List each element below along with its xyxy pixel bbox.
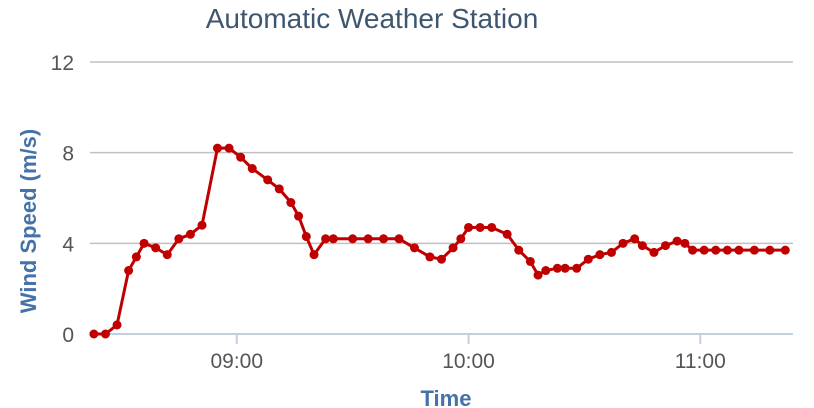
chart-title: Automatic Weather Station (206, 3, 539, 34)
data-point[interactable] (151, 243, 161, 253)
data-point[interactable] (212, 143, 222, 153)
data-point[interactable] (514, 245, 524, 255)
series-wind-speed (89, 143, 790, 339)
data-point[interactable] (197, 220, 207, 230)
data-point[interactable] (456, 234, 466, 244)
data-point[interactable] (560, 263, 570, 273)
data-point[interactable] (100, 329, 110, 339)
data-point[interactable] (89, 329, 99, 339)
gridlines (90, 61, 793, 245)
data-point[interactable] (734, 245, 744, 255)
data-point[interactable] (286, 198, 296, 208)
data-point[interactable] (464, 222, 474, 232)
data-point[interactable] (688, 245, 698, 255)
data-point[interactable] (583, 254, 593, 264)
x-tick-label: 09:00 (210, 350, 263, 373)
data-point[interactable] (263, 175, 273, 185)
data-point[interactable] (606, 247, 616, 257)
data-point[interactable] (247, 164, 257, 174)
data-point[interactable] (139, 238, 149, 248)
data-point[interactable] (328, 234, 338, 244)
data-point[interactable] (711, 245, 721, 255)
data-point[interactable] (533, 270, 543, 280)
y-tick-labels: 0 4 8 12 (51, 52, 75, 347)
data-point[interactable] (185, 229, 195, 239)
data-point[interactable] (394, 234, 404, 244)
data-point[interactable] (294, 211, 304, 221)
x-tick-label: 11:00 (675, 350, 726, 373)
data-point[interactable] (749, 245, 759, 255)
data-point[interactable] (131, 252, 141, 262)
x-tick-label: 10:00 (442, 350, 495, 373)
data-point[interactable] (630, 234, 640, 244)
data-point[interactable] (112, 320, 122, 330)
data-point[interactable] (301, 232, 311, 242)
data-point[interactable] (425, 252, 435, 262)
y-tick-label: 12 (51, 52, 74, 75)
data-point[interactable] (162, 250, 172, 260)
data-point[interactable] (363, 234, 373, 244)
data-point[interactable] (309, 250, 319, 260)
data-point[interactable] (552, 263, 562, 273)
data-point[interactable] (618, 238, 628, 248)
data-point[interactable] (780, 245, 790, 255)
x-axis-title: Time (421, 386, 472, 408)
data-point[interactable] (379, 234, 389, 244)
y-tick-label: 0 (62, 324, 74, 347)
x-tick-labels: 09:00 10:00 11:00 (210, 334, 726, 373)
data-point[interactable] (409, 243, 419, 253)
data-point[interactable] (124, 266, 134, 276)
data-point[interactable] (680, 238, 690, 248)
data-point[interactable] (541, 266, 551, 276)
data-point[interactable] (274, 184, 284, 194)
data-point[interactable] (475, 222, 485, 232)
data-point[interactable] (448, 243, 458, 253)
data-point[interactable] (765, 245, 775, 255)
y-axis-title: Wind Speed (m/s) (16, 129, 41, 313)
y-tick-label: 4 (62, 233, 74, 256)
data-point[interactable] (672, 236, 682, 246)
data-point[interactable] (722, 245, 732, 255)
data-point[interactable] (487, 222, 497, 232)
data-point[interactable] (637, 241, 647, 251)
data-point[interactable] (224, 143, 234, 153)
data-point[interactable] (699, 245, 709, 255)
data-point[interactable] (321, 234, 331, 244)
data-point[interactable] (437, 254, 446, 264)
data-point[interactable] (595, 250, 605, 260)
y-tick-label: 8 (62, 143, 74, 166)
data-point[interactable] (236, 152, 246, 162)
data-point[interactable] (649, 247, 659, 257)
data-point[interactable] (525, 256, 535, 266)
data-point[interactable] (174, 234, 184, 244)
data-point[interactable] (348, 234, 358, 244)
data-point[interactable] (661, 241, 671, 251)
data-point[interactable] (502, 229, 512, 239)
data-point[interactable] (572, 263, 582, 273)
